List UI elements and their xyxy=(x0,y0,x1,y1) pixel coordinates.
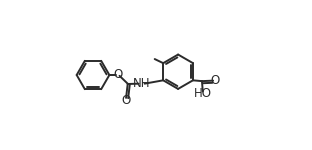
Text: NH: NH xyxy=(133,77,150,90)
Text: O: O xyxy=(113,69,122,81)
Text: HO: HO xyxy=(194,87,212,100)
Text: O: O xyxy=(211,74,220,87)
Text: O: O xyxy=(121,94,131,107)
